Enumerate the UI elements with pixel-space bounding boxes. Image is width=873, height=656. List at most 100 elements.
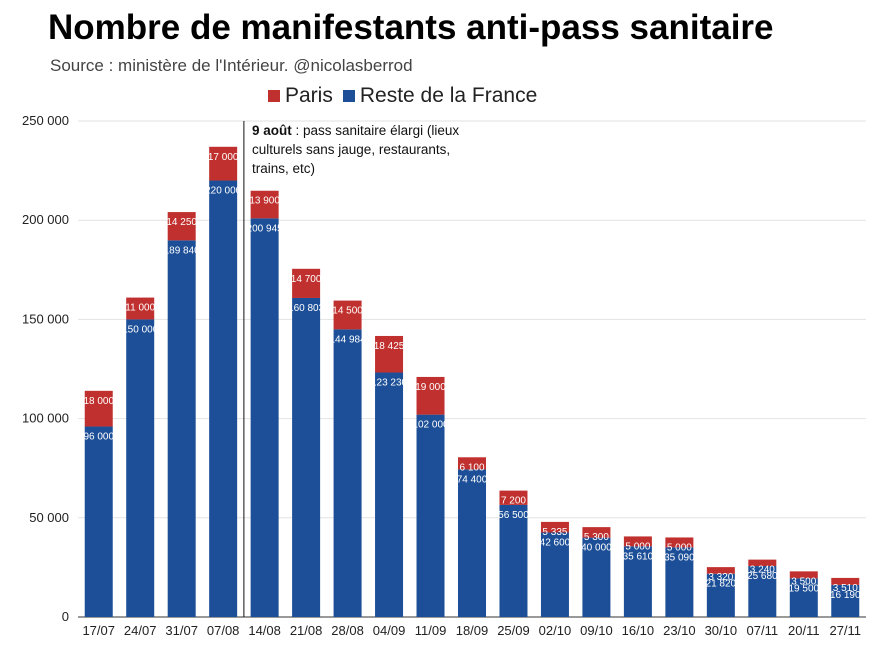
data-label-paris: 17 000	[208, 152, 239, 163]
chart-subtitle: Source : ministère de l'Intérieur. @nico…	[50, 56, 413, 75]
x-tick-label: 18/09	[456, 623, 489, 638]
bar-paris	[167, 212, 196, 241]
bar-paris	[126, 297, 155, 320]
bar-reste-de-la-france	[375, 372, 404, 617]
data-label-reste-de-la-france: 42 600	[540, 537, 571, 548]
legend: Paris Reste de la France	[268, 84, 537, 108]
annotation-text: : pass sanitaire élargi (lieux culturels…	[252, 123, 460, 176]
y-tick-label: 0	[62, 609, 69, 624]
data-label-reste-de-la-france: 189 840	[164, 245, 201, 256]
data-label-paris: 3 500	[791, 576, 816, 587]
data-label-paris: 14 250	[166, 217, 197, 228]
bar-reste-de-la-france	[84, 426, 113, 617]
bar-reste-de-la-france	[831, 584, 860, 617]
bar-reste-de-la-france	[499, 504, 528, 617]
data-label-paris: 14 500	[332, 306, 363, 317]
bar-paris	[540, 521, 569, 533]
data-label-paris: 6 100	[459, 462, 484, 473]
data-label-paris: 5 335	[542, 527, 567, 538]
bar-paris	[416, 376, 445, 415]
data-label-reste-de-la-france: 56 500	[498, 510, 529, 521]
bar-reste-de-la-france	[623, 546, 652, 617]
bar-paris	[499, 490, 528, 505]
legend-item-france: Reste de la France	[342, 84, 538, 108]
bar-paris	[582, 527, 611, 538]
data-label-reste-de-la-france: 150 000	[122, 324, 159, 335]
bar-reste-de-la-france	[292, 297, 321, 617]
bar-reste-de-la-france	[250, 218, 279, 617]
x-tick-label: 21/08	[290, 623, 323, 638]
x-tick-label: 27/11	[829, 623, 861, 638]
x-tick-label: 17/07	[82, 623, 115, 638]
bar-paris	[831, 577, 860, 585]
data-label-reste-de-la-france: 102 000	[412, 420, 449, 431]
data-label-reste-de-la-france: 74 400	[457, 474, 488, 485]
legend-label-france: Reste de la France	[359, 84, 538, 107]
x-tick-label: 25/09	[497, 623, 530, 638]
x-tick-label: 09/10	[580, 623, 613, 638]
bar-paris	[292, 268, 321, 298]
data-label-paris: 5 300	[584, 532, 609, 543]
data-label-paris: 7 200	[501, 496, 526, 507]
data-label-paris: 3 320	[708, 572, 733, 583]
legend-label-paris: Paris	[285, 84, 333, 107]
data-label-paris: 3 240	[750, 565, 775, 576]
y-tick-label: 50 000	[29, 510, 69, 525]
bar-paris	[748, 559, 777, 567]
data-label-reste-de-la-france: 16 190	[830, 590, 861, 601]
y-tick-label: 100 000	[22, 411, 69, 426]
bar-paris	[84, 390, 113, 427]
bar-paris	[665, 537, 694, 548]
x-tick-label: 07/11	[747, 623, 779, 638]
x-tick-label: 02/10	[539, 623, 572, 638]
x-tick-label: 28/08	[331, 623, 364, 638]
bar-reste-de-la-france	[333, 329, 362, 617]
bar-paris	[623, 536, 652, 547]
bar-paris	[209, 146, 238, 181]
data-label-paris: 5 000	[667, 542, 692, 553]
bar-paris	[789, 571, 818, 579]
annotation-date: 9 août	[252, 123, 292, 138]
x-tick-label: 04/09	[373, 623, 406, 638]
data-label-reste-de-la-france: 160 803	[288, 303, 325, 314]
legend-swatch-france	[342, 90, 355, 102]
bar-reste-de-la-france	[167, 240, 196, 618]
bar-reste-de-la-france	[126, 319, 155, 617]
data-label-paris: 14 700	[291, 274, 322, 285]
bar-paris	[375, 335, 404, 373]
bar-reste-de-la-france	[209, 180, 238, 617]
data-label-reste-de-la-france: 19 500	[788, 583, 819, 594]
x-tick-label: 11/09	[415, 623, 447, 638]
x-tick-label: 07/08	[207, 623, 240, 638]
x-tick-label: 23/10	[663, 623, 696, 638]
data-label-paris: 11 000	[125, 303, 155, 314]
data-label-reste-de-la-france: 220 000	[205, 186, 242, 197]
bar-reste-de-la-france	[789, 578, 818, 617]
bar-reste-de-la-france	[458, 469, 486, 617]
data-label-reste-de-la-france: 25 680	[747, 571, 778, 582]
bar-paris	[333, 300, 362, 330]
bar-paris	[458, 457, 486, 470]
chart-title: Nombre de manifestants anti-pass sanitai…	[48, 8, 774, 47]
bar-paris	[250, 190, 279, 219]
data-label-reste-de-la-france: 200 945	[247, 223, 284, 234]
bar-reste-de-la-france	[540, 532, 569, 617]
bar-reste-de-la-france	[416, 414, 445, 617]
legend-swatch-paris	[268, 90, 280, 102]
x-tick-label: 20/11	[788, 623, 820, 638]
data-label-paris: 19 000	[415, 382, 446, 393]
x-tick-label: 24/07	[124, 623, 157, 638]
data-label-paris: 5 000	[625, 541, 650, 552]
data-label-paris: 18 425	[374, 341, 405, 352]
legend-item-paris: Paris	[268, 84, 333, 108]
data-label-reste-de-la-france: 35 610	[623, 551, 654, 562]
data-label-paris: 18 000	[83, 396, 114, 407]
chart-annotation: 9 août : pass sanitaire élargi (lieux cu…	[252, 121, 462, 178]
x-tick-label: 31/07	[165, 623, 198, 638]
bar-paris	[706, 567, 735, 574]
x-tick-label: 16/10	[622, 623, 655, 638]
y-tick-label: 200 000	[22, 212, 69, 227]
y-tick-label: 150 000	[22, 311, 69, 326]
data-label-reste-de-la-france: 35 090	[664, 552, 695, 563]
